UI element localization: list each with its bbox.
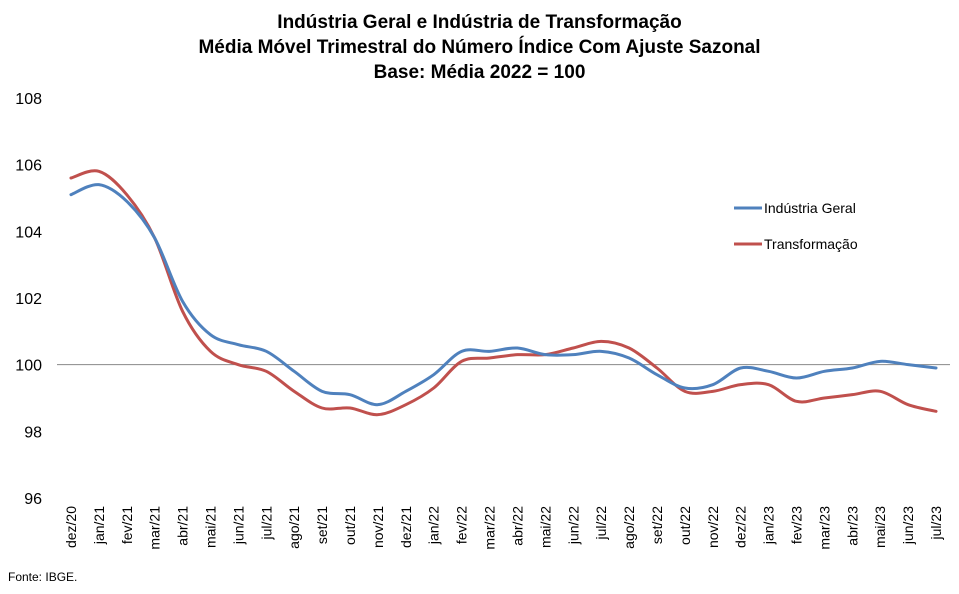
x-tick-label: dez/20 — [63, 506, 79, 548]
y-tick-label: 100 — [15, 358, 42, 375]
x-tick-label: out/21 — [342, 506, 358, 545]
series-layer — [69, 169, 938, 417]
x-tick-label: nov/21 — [370, 506, 386, 548]
chart-title-line-3: Base: Média 2022 = 100 — [373, 62, 586, 83]
x-tick-label: dez/21 — [398, 506, 414, 548]
x-tick-label: abr/21 — [175, 506, 191, 546]
y-axis: 96 98 100 102 104 106 108 — [15, 91, 42, 508]
x-tick-label: fev/21 — [119, 506, 135, 544]
x-tick-label: jun/21 — [230, 506, 246, 545]
x-tick-label: mar/21 — [147, 506, 163, 550]
legend-label-transformacao: Transformação — [764, 236, 858, 252]
x-axis: dez/20 jan/21 fev/21 mar/21 abr/21 mai/21 jun/… — [63, 506, 944, 550]
x-tick-label: jun/22 — [565, 506, 581, 545]
x-tick-label: jul/21 — [258, 506, 274, 541]
x-tick-label: fev/22 — [454, 506, 470, 544]
series-line-transformacao — [69, 169, 938, 417]
x-tick-label: jul/23 — [928, 506, 944, 541]
x-tick-label: mai/21 — [202, 506, 218, 548]
x-tick-label: nov/22 — [705, 506, 721, 548]
y-tick-label: 102 — [15, 291, 42, 308]
y-tick-label: 98 — [24, 424, 42, 441]
series-line-industria-geral — [69, 183, 938, 407]
chart-title-line-2: Média Móvel Trimestral do Número Índice … — [198, 37, 761, 58]
x-tick-label: ago/22 — [621, 506, 637, 549]
legend: Indústria Geral Transformação — [734, 200, 858, 252]
x-tick-label: mar/23 — [816, 506, 832, 550]
chart-title-line-1: Indústria Geral e Indústria de Transform… — [277, 12, 682, 33]
x-tick-label: jan/21 — [91, 506, 107, 545]
y-tick-label: 106 — [15, 158, 42, 175]
x-tick-label: mai/22 — [537, 506, 553, 548]
y-tick-label: 96 — [24, 491, 42, 508]
x-tick-label: jun/23 — [900, 506, 916, 545]
x-tick-label: abr/22 — [509, 506, 525, 546]
x-tick-label: set/22 — [649, 506, 665, 544]
chart-title: Indústria Geral e Indústria de Transform… — [0, 10, 959, 85]
x-tick-label: fev/23 — [789, 506, 805, 544]
x-tick-label: dez/22 — [733, 506, 749, 548]
x-tick-label: jul/22 — [593, 506, 609, 541]
x-tick-label: ago/21 — [286, 506, 302, 549]
x-tick-label: set/21 — [314, 506, 330, 544]
y-tick-label: 108 — [15, 91, 42, 108]
x-tick-label: out/22 — [677, 506, 693, 545]
y-tick-label: 104 — [15, 224, 42, 241]
source-note: Fonte: IBGE. — [8, 570, 78, 584]
x-tick-label: jan/22 — [426, 506, 442, 545]
x-tick-label: jan/23 — [761, 506, 777, 545]
x-tick-label: mar/22 — [482, 506, 498, 550]
legend-label-industria-geral: Indústria Geral — [764, 200, 856, 216]
x-tick-label: abr/23 — [844, 506, 860, 546]
x-tick-label: mai/23 — [872, 506, 888, 548]
